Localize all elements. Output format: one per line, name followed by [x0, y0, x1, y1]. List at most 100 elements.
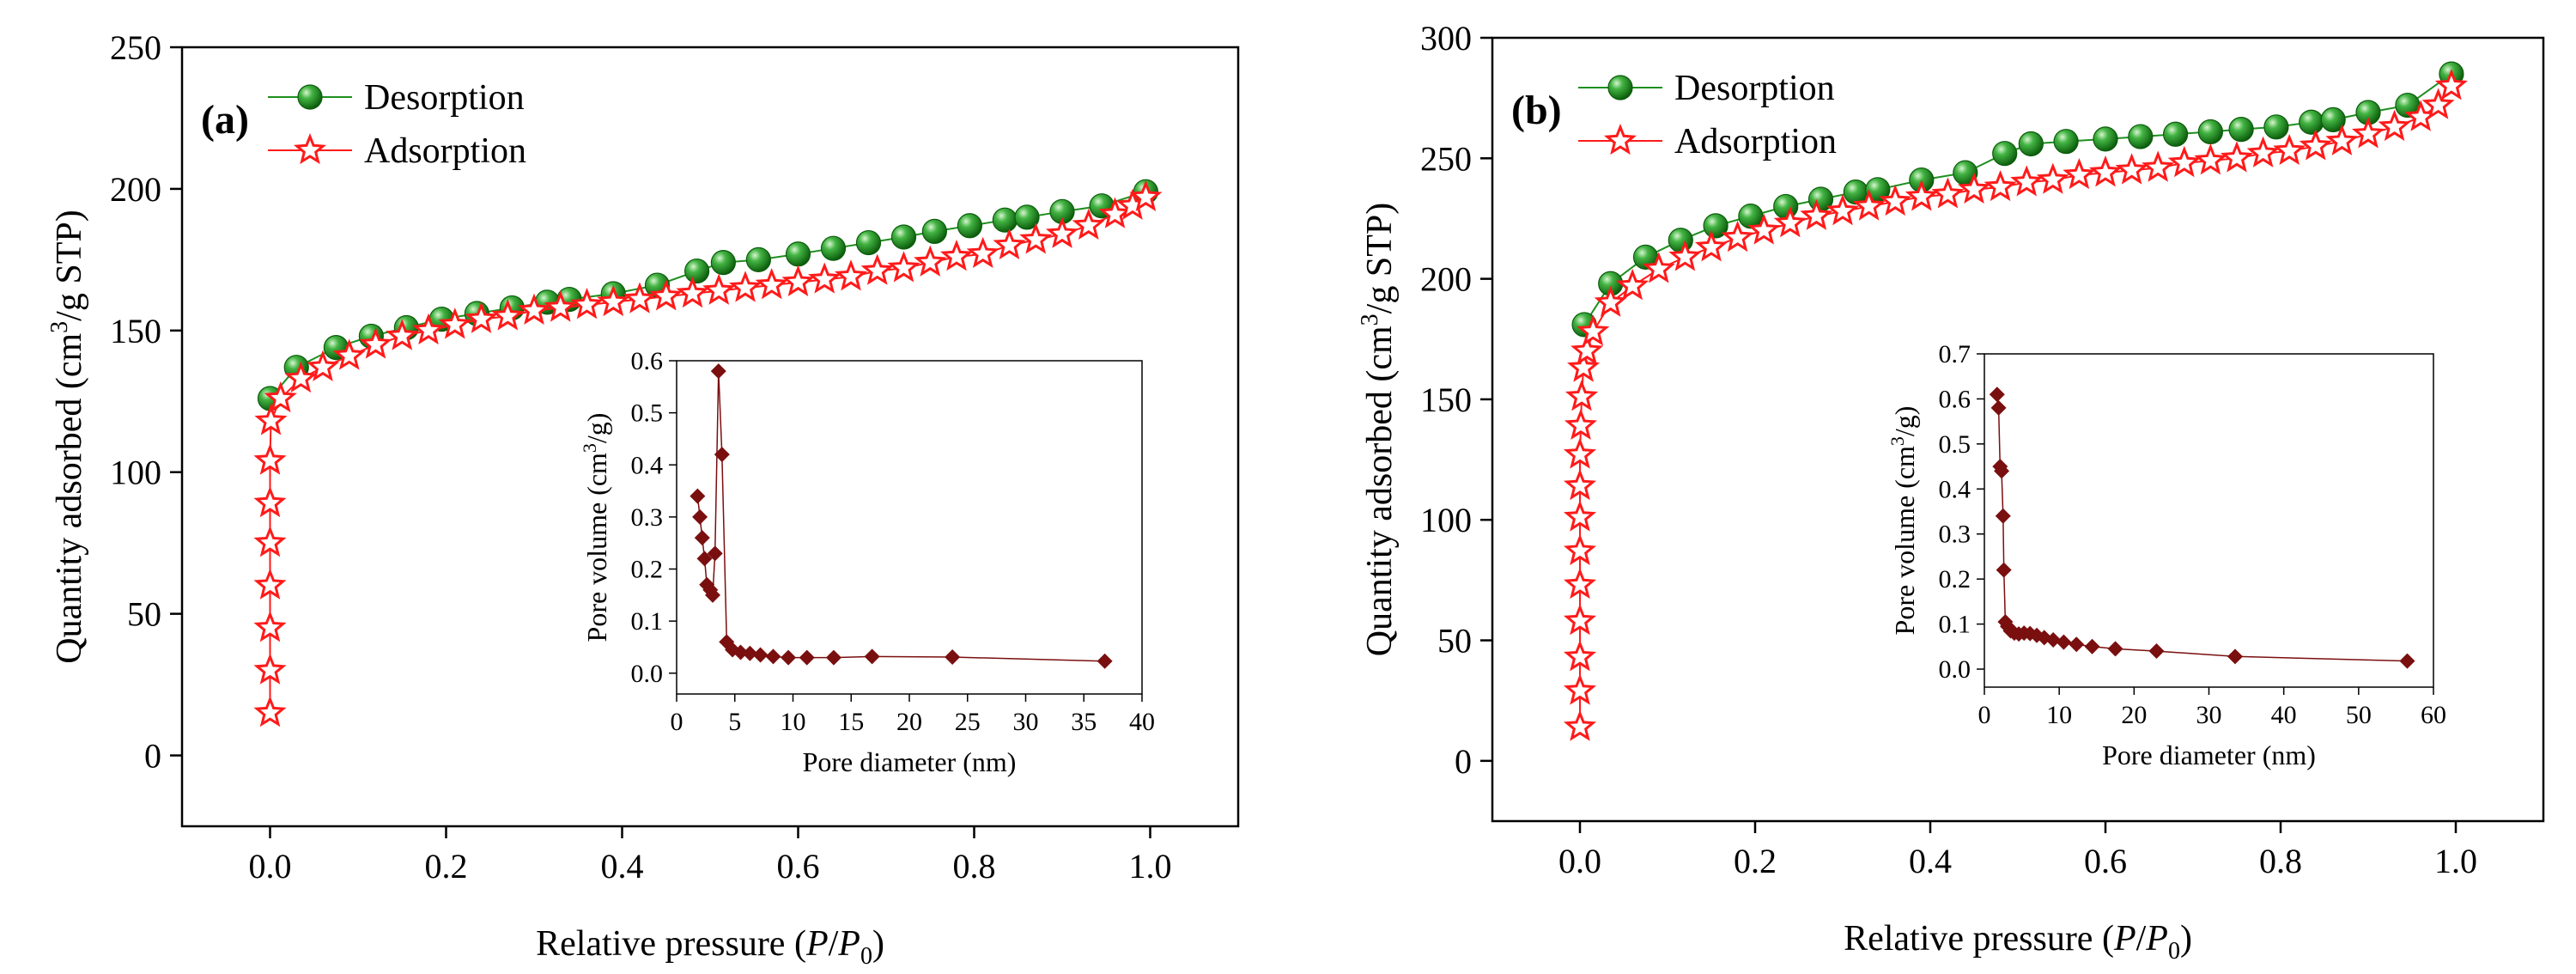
- adsorption-point: [1563, 437, 1597, 469]
- inset-x-tick-label: 5: [728, 708, 741, 736]
- adsorption-point: [623, 282, 657, 314]
- inset-point: [707, 545, 723, 562]
- y-tick-label: 100: [1420, 501, 1472, 539]
- text-part: 0: [2168, 938, 2180, 965]
- text-part: /g): [1889, 406, 1920, 437]
- x-tick-label: 1.0: [2434, 842, 2477, 880]
- inset-point: [2045, 631, 2062, 648]
- adsorption-point: [2246, 136, 2280, 167]
- inset-point: [742, 645, 758, 661]
- inset-point: [781, 649, 797, 666]
- adsorption-point: [253, 696, 287, 727]
- y-tick-label: 200: [1420, 260, 1472, 299]
- text-part: P: [837, 924, 860, 964]
- text-part: Quantity adsorbed (cm: [1360, 326, 1400, 656]
- x-tick-label: 0.2: [1734, 842, 1777, 880]
- x-tick-label: 0.8: [953, 847, 996, 886]
- desorption-point: [2163, 121, 2189, 147]
- inset-point: [1996, 562, 2012, 578]
- text-part: Relative pressure (: [1844, 919, 2114, 959]
- plot-frame: [180, 46, 1240, 828]
- adsorption-point: [2351, 117, 2385, 149]
- adsorption-point: [1129, 180, 1163, 211]
- adsorption-point: [332, 338, 366, 370]
- adsorption-point: [597, 284, 630, 317]
- desorption-point: [2053, 129, 2079, 155]
- adsorption-point: [2325, 124, 2359, 155]
- adsorption-point: [1563, 604, 1597, 636]
- x-tick-label: 0.4: [601, 847, 644, 886]
- legend-marker-desorption: [297, 84, 323, 110]
- y-tick-label: 250: [110, 28, 161, 67]
- desorption-point: [745, 247, 771, 272]
- inset-x-tick-label: 50: [2346, 701, 2372, 729]
- adsorption-point: [1642, 252, 1675, 283]
- adsorption-point: [570, 288, 604, 320]
- adsorption-point: [1564, 408, 1598, 440]
- inset-point: [752, 647, 769, 663]
- adsorption-point: [1852, 189, 1886, 221]
- text-part: 3: [579, 443, 600, 453]
- adsorption-point: [1984, 169, 2017, 202]
- text-part: ): [2180, 919, 2192, 959]
- panel-label: (a): [201, 97, 249, 143]
- x-tick-label: 1.0: [1129, 847, 1172, 886]
- desorption-point: [1668, 228, 1693, 253]
- adsorption-point: [359, 327, 392, 359]
- desorption-point: [890, 224, 917, 250]
- inset-y-tick-label: 0.2: [1939, 565, 1971, 594]
- desorption-point: [2018, 131, 2044, 157]
- inset-y-tick-label: 0.1: [1939, 611, 1971, 639]
- adsorption-point: [939, 240, 974, 271]
- legend: Desorption Adsorption: [1578, 69, 1837, 161]
- inset-x-tick-label: 35: [1071, 708, 1097, 736]
- legend-marker-desorption: [1607, 75, 1633, 100]
- adsorption-point: [1563, 468, 1597, 501]
- text-part: P: [805, 924, 829, 964]
- adsorption-point: [1879, 184, 1912, 216]
- adsorption-point: [1594, 285, 1627, 317]
- inset-y-axis-title: Pore volume (cm3/g): [579, 413, 612, 642]
- adsorption-point: [517, 293, 551, 325]
- text-part: /g): [581, 413, 612, 444]
- adsorption-point: [411, 313, 446, 345]
- text-part: /g STP): [50, 210, 89, 321]
- adsorption-point: [1563, 567, 1597, 600]
- inset-x-tick-label: 20: [2121, 701, 2147, 729]
- adsorption-point: [438, 307, 471, 339]
- y-tick-label: 150: [1420, 380, 1472, 419]
- legend-label-desorption: Desorption: [364, 78, 525, 118]
- adsorption-point: [2115, 153, 2148, 185]
- adsorption-point: [253, 568, 287, 600]
- inset-x-tick-label: 10: [2046, 701, 2072, 729]
- inset-y-tick-label: 0.6: [631, 347, 664, 375]
- inset-point: [710, 363, 726, 380]
- adsorption-point: [1072, 208, 1105, 240]
- y-tick-label: 50: [1437, 622, 1472, 660]
- adsorption-point: [253, 485, 287, 518]
- inset-point: [714, 447, 730, 463]
- x-tick-label: 0.0: [249, 847, 292, 886]
- series-adsorption: [1563, 69, 2468, 741]
- adsorption-point: [2378, 109, 2411, 142]
- desorption-point: [2093, 126, 2118, 152]
- inset-x-tick-label: 30: [2196, 701, 2222, 729]
- x-tick-label: 0.4: [1909, 842, 1952, 880]
- adsorption-point: [253, 653, 287, 685]
- adsorption-point: [1800, 198, 1833, 230]
- inset-point: [2227, 648, 2244, 665]
- panel-label: (b): [1511, 88, 1562, 133]
- desorption-point: [2263, 114, 2289, 140]
- adsorption-point: [966, 236, 999, 268]
- desorption-point: [1992, 141, 2018, 167]
- inset-y-tick-label: 0.3: [1939, 520, 1971, 549]
- adsorption-point: [755, 267, 788, 300]
- desorption-point: [921, 218, 947, 244]
- inset-point: [690, 488, 706, 504]
- inset-point: [825, 649, 841, 666]
- inset-point: [765, 648, 781, 665]
- inset-x-tick-label: 40: [1129, 708, 1155, 736]
- adsorption-point: [1721, 220, 1754, 253]
- adsorption-point: [1747, 213, 1781, 245]
- adsorption-point: [264, 380, 297, 413]
